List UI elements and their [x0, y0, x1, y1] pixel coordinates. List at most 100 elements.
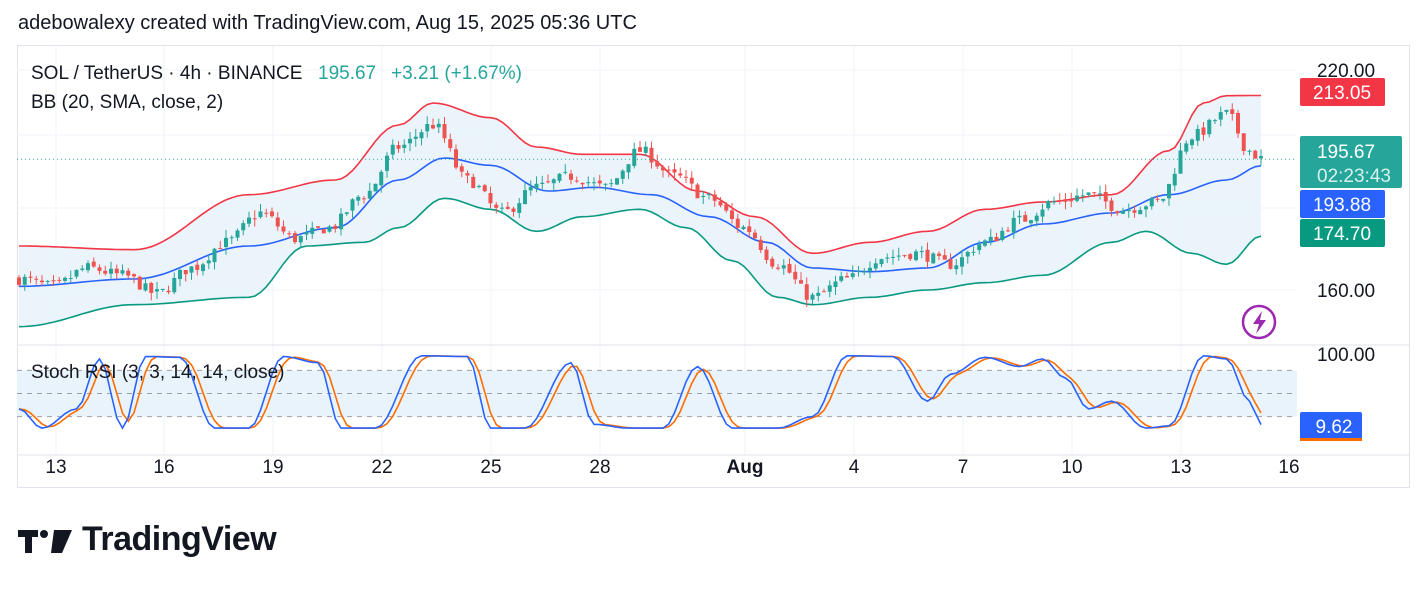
candle-body: [1000, 230, 1005, 241]
candle-body: [166, 290, 171, 293]
candle-body: [160, 288, 165, 290]
candle-body: [684, 176, 688, 178]
candle-body: [178, 269, 182, 279]
candle-body: [327, 226, 332, 232]
stoch-rsi-pane: [17, 354, 1297, 430]
candle-body: [891, 256, 895, 258]
legend-indicator[interactable]: BB (20, SMA, close, 2): [31, 92, 223, 113]
candle-body: [574, 180, 579, 182]
candle-body: [1213, 120, 1217, 122]
candle-body: [120, 270, 125, 274]
candle-body: [960, 257, 964, 267]
time-axis-label: 28: [589, 457, 610, 478]
candle-body: [1201, 127, 1206, 135]
candle-body: [1057, 200, 1062, 202]
candle-body: [896, 255, 901, 257]
chart-frame[interactable]: [17, 45, 1410, 488]
bollinger-bands: [18, 94, 1262, 328]
candle-body: [206, 260, 211, 264]
candle-body: [97, 267, 102, 271]
candle-body: [425, 124, 430, 132]
candle-body: [1224, 109, 1229, 112]
candle-body: [569, 173, 573, 180]
candle-body: [362, 198, 366, 200]
candle-body: [91, 261, 96, 267]
candle-body: [1259, 156, 1263, 159]
candle-body: [218, 248, 223, 250]
candle-body: [1144, 206, 1148, 210]
candle-body: [661, 167, 665, 171]
candle-body: [902, 255, 907, 257]
candle-body: [626, 164, 631, 173]
candle-body: [747, 226, 752, 233]
legend-symbol[interactable]: SOL / TetherUS · 4h · BINANCE: [31, 63, 302, 84]
candle-body: [983, 240, 987, 246]
candle-body: [252, 218, 257, 220]
lightning-icon[interactable]: [1241, 304, 1277, 340]
candle-body: [833, 281, 838, 288]
candle-body: [666, 169, 671, 171]
candle-body: [994, 236, 999, 242]
candle-body: [534, 183, 539, 189]
candle-body: [914, 251, 918, 261]
candle-body: [402, 144, 407, 148]
time-axis-label: 16: [1278, 457, 1299, 478]
candle-body: [413, 136, 418, 139]
candle-body: [511, 208, 516, 212]
candle-body: [528, 186, 533, 191]
candle-body: [1178, 150, 1183, 174]
candle-body: [109, 268, 113, 274]
legend-oscillator[interactable]: Stoch RSI (3, 3, 14, 14, close): [31, 362, 284, 383]
candle-body: [488, 193, 493, 204]
candle-body: [718, 201, 723, 206]
candle-body: [1080, 195, 1085, 197]
time-axis-label: 7: [958, 457, 969, 478]
candle-body: [1172, 173, 1177, 186]
stoch-k-tag-bg: [1300, 412, 1362, 440]
candle-body: [1115, 211, 1120, 214]
candle-body: [931, 253, 936, 264]
candle-body: [948, 259, 953, 269]
candle-body: [1149, 197, 1154, 207]
candle-body: [1218, 112, 1223, 120]
candle-body: [385, 155, 389, 171]
tradingview-logo: TradingView: [18, 520, 277, 559]
bb-fill: [19, 95, 1261, 327]
candle-body: [229, 237, 234, 239]
candle-body: [1138, 209, 1143, 215]
candle-body: [1241, 133, 1246, 151]
candle-body: [707, 194, 711, 196]
candle-body: [1195, 129, 1200, 141]
candle-body: [799, 280, 803, 284]
candle-body: [787, 263, 792, 273]
candle-body: [459, 166, 464, 172]
candle-body: [74, 269, 79, 277]
candle-body: [505, 206, 510, 209]
candle-body: [34, 278, 39, 280]
candle-body: [557, 173, 562, 181]
candlesticks: [17, 103, 1263, 308]
time-axis-label: 19: [262, 457, 283, 478]
candle-body: [908, 254, 913, 260]
last-price-tag-bg: [1300, 136, 1402, 188]
stoch-k-tag: 9.62: [1316, 417, 1353, 438]
candle-body: [281, 226, 286, 232]
countdown-tag: 02:23:43: [1317, 166, 1391, 187]
candle-body: [551, 179, 556, 184]
candle-body: [753, 232, 757, 239]
candle-body: [155, 289, 159, 292]
candle-body: [781, 265, 786, 269]
candle-body: [649, 147, 654, 163]
candle-body: [546, 181, 550, 183]
time-axis: 13 16 19 22 25 28 Aug 4 7 10 13 16: [45, 457, 1299, 478]
candle-body: [730, 210, 734, 219]
time-axis-label: 16: [153, 457, 174, 478]
candle-body: [1006, 230, 1010, 232]
candle-body: [1046, 201, 1051, 209]
candle-body: [655, 161, 660, 167]
candle-body: [523, 190, 527, 205]
candle-body: [448, 139, 453, 149]
candle-body: [247, 217, 251, 224]
bb-basis-tag-bg: [1300, 190, 1385, 218]
